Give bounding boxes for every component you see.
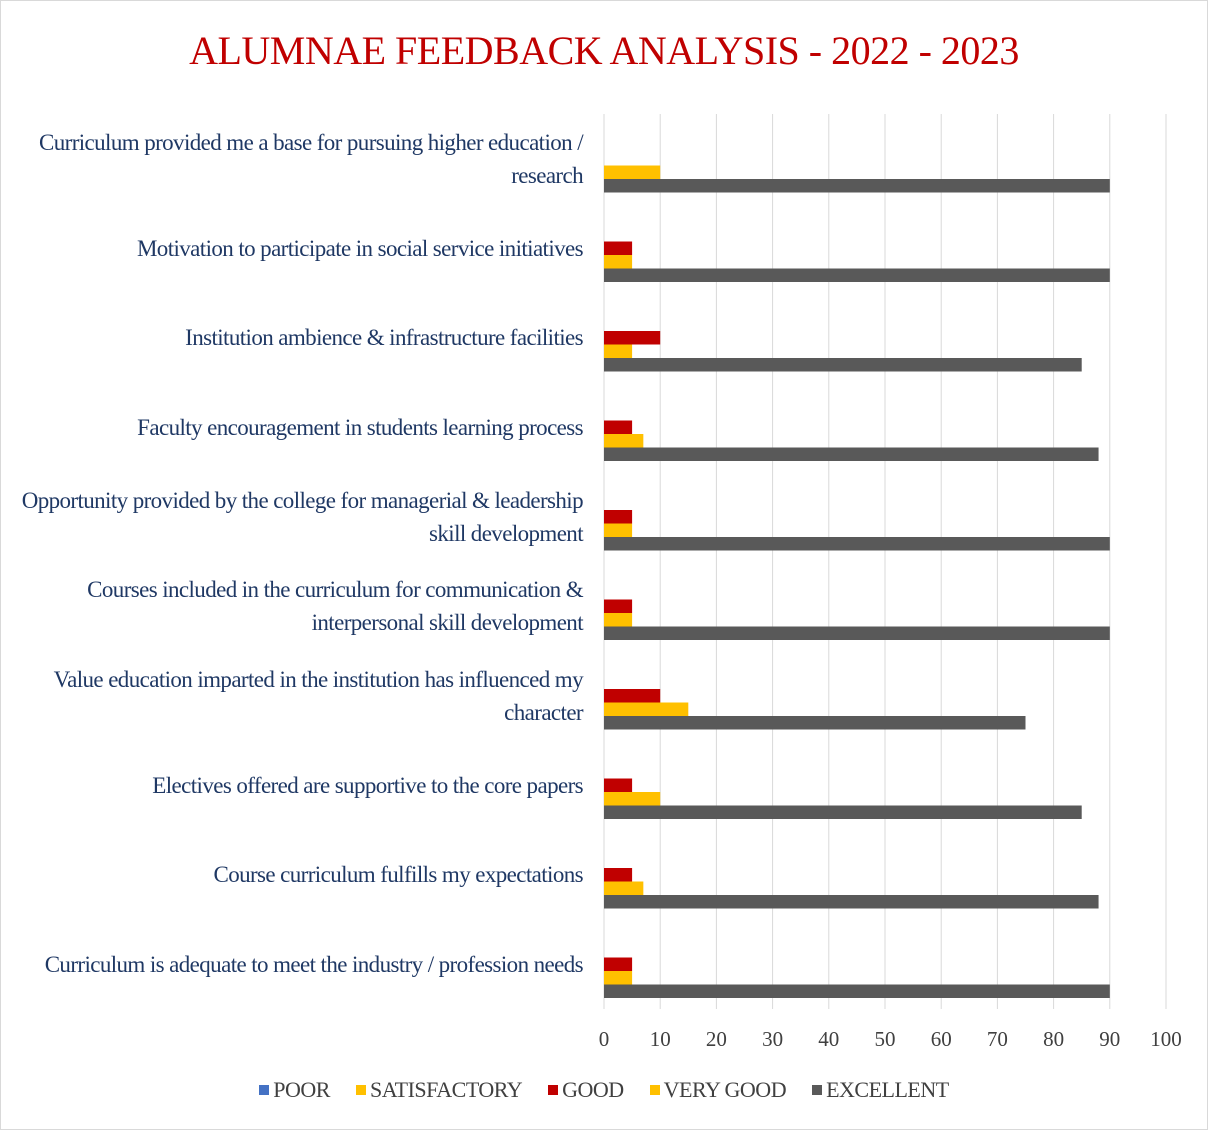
x-tick-label: 10 xyxy=(650,1027,671,1051)
bar xyxy=(604,179,1110,193)
bar xyxy=(604,895,1099,909)
bar xyxy=(604,599,633,613)
bar xyxy=(604,805,1082,819)
legend-item: GOOD xyxy=(548,1077,624,1103)
legend-swatch xyxy=(649,1085,660,1095)
category-label: Curriculum provided me a base for pursui… xyxy=(39,129,584,188)
category-label: Opportunity provided by the college for … xyxy=(21,487,584,546)
bar xyxy=(604,716,1026,730)
legend-swatch xyxy=(812,1085,823,1095)
legend-swatch xyxy=(355,1085,366,1095)
bar xyxy=(604,447,1099,461)
bar xyxy=(604,268,1110,282)
legend-label: POOR xyxy=(273,1077,330,1102)
bar xyxy=(604,984,1110,998)
legend-item: POOR xyxy=(259,1077,330,1103)
bar xyxy=(604,957,633,971)
x-tick-label: 20 xyxy=(706,1027,727,1051)
category-label: Faculty encouragement in students learni… xyxy=(137,414,583,440)
bar xyxy=(604,971,633,985)
bar xyxy=(604,626,1110,640)
legend-label: EXCELLENT xyxy=(826,1077,949,1102)
legend-label: SATISFACTORY xyxy=(369,1077,523,1102)
bar xyxy=(604,255,633,269)
x-tick-label: 0 xyxy=(599,1027,610,1051)
x-tick-label: 30 xyxy=(762,1027,783,1051)
bar xyxy=(604,868,633,882)
x-tick-label: 50 xyxy=(875,1027,896,1051)
legend-item: SATISFACTORY xyxy=(355,1077,523,1103)
bar xyxy=(604,778,633,792)
category-label: Curriculum is adequate to meet the indus… xyxy=(44,951,584,977)
x-tick-label: 90 xyxy=(1099,1027,1120,1051)
legend-label: VERY GOOD xyxy=(663,1077,787,1102)
bar xyxy=(604,434,644,448)
category-label: Institution ambience & infrastructure fa… xyxy=(185,325,583,351)
category-label: Courses included in the curriculum for c… xyxy=(87,577,583,636)
x-tick-label: 60 xyxy=(931,1027,952,1051)
bar xyxy=(604,702,689,716)
bar xyxy=(604,510,633,524)
legend-item: EXCELLENT xyxy=(812,1077,949,1103)
legend-label: GOOD xyxy=(562,1077,624,1102)
x-tick-label: 40 xyxy=(818,1027,839,1051)
bar xyxy=(604,344,633,358)
bar xyxy=(604,241,633,255)
bar xyxy=(604,792,661,806)
bar xyxy=(604,358,1082,372)
bar xyxy=(604,689,661,703)
bar xyxy=(604,523,633,537)
chart-title: ALUMNAE FEEDBACK ANALYSIS - 2022 - 2023 xyxy=(189,28,1019,73)
category-label: Electives offered are supportive to the … xyxy=(152,772,583,798)
legend-swatch xyxy=(259,1085,270,1095)
bar xyxy=(604,881,644,895)
legend: POOR SATISFACTORY GOOD VERY GOOD EXCELLENT xyxy=(1,1077,1207,1103)
x-tick-label: 80 xyxy=(1043,1027,1064,1051)
bar xyxy=(604,420,633,434)
category-label: Motivation to participate in social serv… xyxy=(136,235,584,261)
legend-item: VERY GOOD xyxy=(649,1077,787,1103)
bar xyxy=(604,537,1110,551)
bar xyxy=(604,165,661,179)
category-label: Course curriculum fulfills my expectatio… xyxy=(213,862,583,888)
category-label: Value education imparted in the institut… xyxy=(53,666,584,725)
bar xyxy=(604,613,633,627)
legend-swatch xyxy=(548,1085,559,1095)
x-tick-label: 100 xyxy=(1150,1027,1182,1051)
bar xyxy=(604,331,661,345)
x-tick-label: 70 xyxy=(987,1027,1008,1051)
